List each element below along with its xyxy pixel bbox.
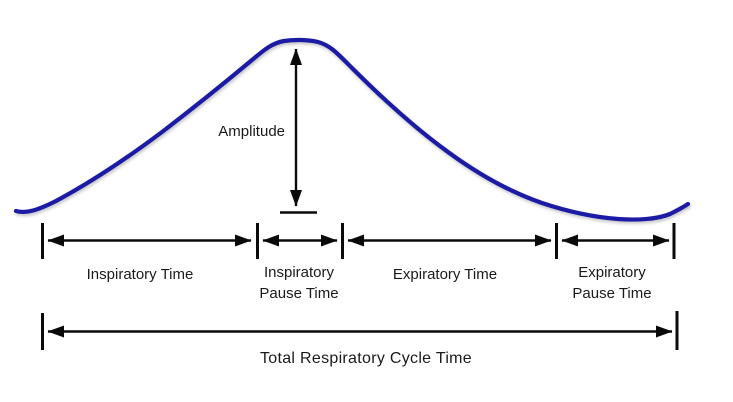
inspiratory-time-label: Inspiratory Time <box>86 266 194 283</box>
expiratory-time-label: Expiratory Time <box>392 266 498 283</box>
respiratory-waveform-curve <box>13 37 691 222</box>
total-cycle-time-label: Total Respiratory Cycle Time <box>259 350 473 367</box>
expiratory-pause-time-label: Expiratory Pause Time <box>572 264 652 302</box>
amplitude-label: Amplitude <box>218 123 285 140</box>
inspiratory-pause-time-label: Inspiratory Pause Time <box>259 264 339 302</box>
